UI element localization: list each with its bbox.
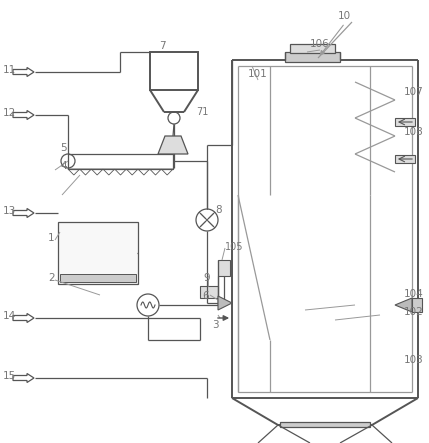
Bar	[290, 44, 335, 53]
Bar	[395, 155, 415, 163]
Bar	[60, 274, 136, 282]
Bar	[150, 52, 198, 90]
Text: 2: 2	[48, 273, 54, 283]
Text: 15: 15	[3, 371, 16, 381]
Bar	[395, 118, 415, 126]
Text: 5: 5	[60, 143, 66, 153]
Polygon shape	[158, 136, 188, 154]
Text: 107: 107	[404, 87, 424, 97]
Bar	[280, 422, 370, 427]
Bar	[58, 222, 138, 284]
Text: 13: 13	[3, 206, 16, 216]
Text: 102: 102	[404, 307, 424, 317]
Text: 1: 1	[48, 233, 54, 243]
Text: 6: 6	[202, 291, 208, 301]
Text: 7: 7	[159, 41, 166, 51]
Bar	[412, 298, 422, 312]
Text: 3: 3	[212, 320, 219, 330]
Polygon shape	[395, 298, 412, 312]
Text: 9: 9	[203, 273, 210, 283]
Text: 4: 4	[60, 161, 66, 171]
Text: 11: 11	[3, 65, 16, 75]
Text: 14: 14	[3, 311, 16, 321]
Text: 103: 103	[404, 355, 424, 365]
Text: 12: 12	[3, 108, 16, 118]
Bar	[285, 52, 340, 62]
Text: 106: 106	[310, 39, 330, 49]
Bar	[200, 286, 218, 298]
Text: 10: 10	[338, 11, 351, 21]
Text: 71: 71	[196, 107, 208, 117]
Polygon shape	[218, 296, 232, 310]
Text: 101: 101	[248, 69, 268, 79]
Text: 105: 105	[225, 242, 244, 252]
Text: 108: 108	[404, 127, 424, 137]
Text: 8: 8	[215, 205, 222, 215]
Bar	[68, 154, 173, 169]
Text: 104: 104	[404, 289, 424, 299]
Bar	[218, 260, 230, 276]
